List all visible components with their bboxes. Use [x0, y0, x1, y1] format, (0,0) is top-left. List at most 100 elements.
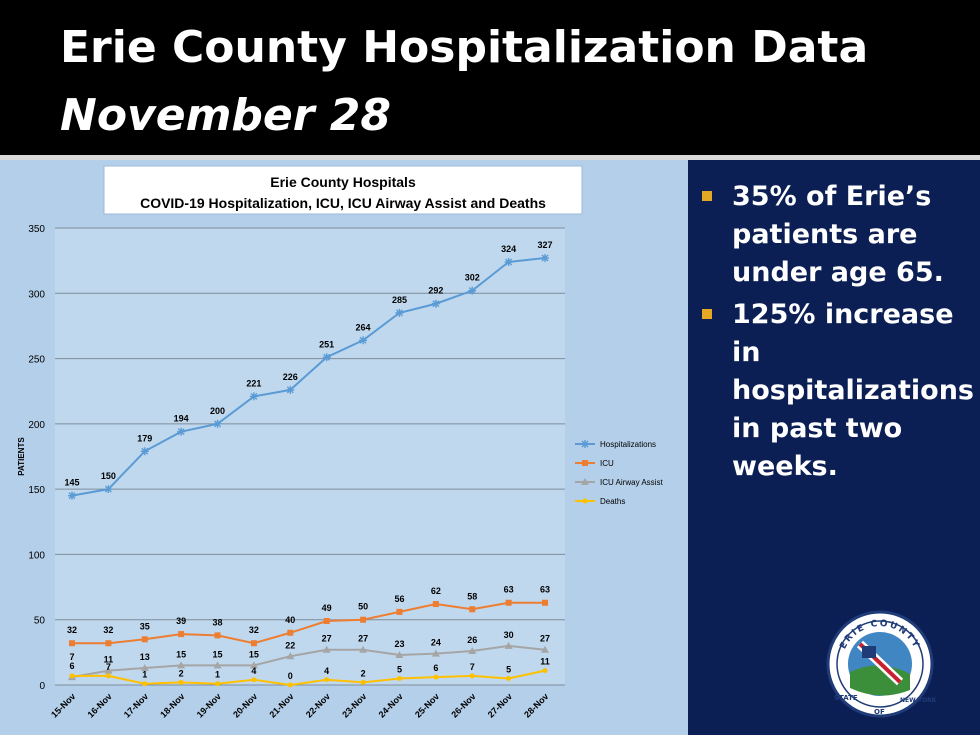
data-label: 11: [104, 655, 114, 665]
data-point: [360, 616, 367, 623]
data-point: [431, 649, 440, 657]
data-point: [359, 645, 368, 653]
y-tick-label: 350: [28, 224, 45, 235]
data-point: [581, 440, 589, 448]
data-label: 63: [504, 585, 514, 595]
legend-entry: Deaths: [600, 497, 625, 506]
data-label: 1: [215, 670, 220, 680]
data-point: [432, 601, 439, 608]
data-label: 0: [288, 671, 293, 681]
data-point: [396, 675, 402, 681]
data-label: 22: [285, 640, 295, 650]
data-point: [395, 308, 404, 317]
data-label: 194: [174, 414, 189, 424]
series-line: [71, 257, 546, 497]
data-point: [140, 664, 149, 672]
data-point: [541, 645, 549, 653]
data-point: [286, 385, 295, 394]
data-label: 23: [394, 639, 404, 649]
data-point: [250, 640, 257, 647]
data-label: 32: [103, 625, 113, 635]
data-label: 200: [210, 406, 225, 416]
bullet-list: 35% of Erie’s patients are under age 65.…: [700, 178, 974, 490]
data-point: [141, 636, 148, 643]
seal-bottom-text: OF: [874, 708, 885, 716]
data-label: 221: [246, 378, 261, 388]
data-point: [105, 640, 112, 647]
data-label: 39: [176, 616, 186, 626]
data-point: [504, 641, 513, 649]
data-point: [322, 353, 331, 362]
data-label: 49: [322, 603, 332, 613]
y-tick-label: 300: [28, 289, 45, 300]
data-label: 11: [540, 657, 550, 667]
data-label: 27: [358, 634, 368, 644]
x-tick-label: 28-Nov: [522, 691, 550, 719]
data-label: 2: [179, 668, 184, 678]
data-point: [504, 257, 513, 266]
x-tick-label: 21-Nov: [267, 691, 295, 719]
x-tick-label: 24-Nov: [377, 691, 405, 719]
data-label: 56: [394, 594, 404, 604]
data-label: 5: [506, 664, 511, 674]
data-label: 7: [69, 652, 74, 662]
seal-left-text: STATE: [834, 694, 858, 702]
data-point: [251, 677, 257, 683]
data-label: 15: [176, 649, 186, 659]
data-label: 4: [251, 666, 256, 676]
data-label: 32: [249, 625, 259, 635]
x-tick-label: 27-Nov: [486, 691, 514, 719]
data-label: 2: [361, 668, 366, 678]
data-point: [359, 336, 368, 345]
data-label: 15: [213, 649, 223, 659]
county-seal-icon: ERIE COUNTY STATE OF NEW YORK: [826, 610, 937, 718]
legend-entry: Hospitalizations: [600, 440, 656, 449]
data-point: [286, 652, 295, 660]
data-point: [469, 673, 475, 679]
data-label: 26: [467, 635, 477, 645]
x-tick-label: 16-Nov: [86, 691, 114, 719]
data-label: 7: [106, 662, 111, 672]
data-label: 1: [142, 670, 147, 680]
bullet-square-icon: [702, 191, 712, 201]
data-label: 327: [537, 240, 552, 250]
x-tick-label: 18-Nov: [158, 691, 186, 719]
data-label: 145: [64, 478, 79, 488]
data-label: 35: [140, 621, 150, 631]
chart-title: Erie County Hospitals: [270, 174, 416, 190]
data-point: [323, 618, 330, 625]
data-label: 7: [470, 662, 475, 672]
data-point: [582, 498, 588, 504]
chart-panel: Erie County Hospitals COVID-19 Hospitaliz…: [0, 160, 688, 735]
slide-date: November 28: [60, 90, 392, 141]
data-point: [505, 599, 512, 606]
data-label: 58: [467, 591, 477, 601]
data-point: [582, 460, 588, 466]
data-label: 285: [392, 295, 407, 305]
data-point: [287, 682, 293, 688]
data-label: 40: [285, 615, 295, 625]
data-label: 27: [322, 634, 332, 644]
data-point: [142, 681, 148, 687]
data-label: 292: [428, 286, 443, 296]
data-point: [468, 286, 477, 295]
data-point: [177, 661, 186, 669]
data-label: 15: [249, 649, 259, 659]
bullet-item: 35% of Erie’s patients are under age 65.: [700, 178, 972, 292]
data-point: [177, 427, 186, 436]
data-label: 30: [504, 630, 514, 640]
data-point: [360, 679, 366, 685]
y-tick-label: 150: [28, 485, 45, 496]
plot-area: [55, 228, 565, 685]
data-point: [433, 674, 439, 680]
x-tick-label: 20-Nov: [231, 691, 259, 719]
bullet-square-icon: [702, 309, 712, 319]
slide-title: Erie County Hospitalization Data: [60, 22, 869, 73]
bullet-text: 125% increase in hospitalizations in pas…: [732, 299, 974, 482]
data-point: [542, 668, 548, 674]
series-line: [72, 669, 546, 687]
x-tick-label: 26-Nov: [449, 691, 477, 719]
data-label: 38: [213, 617, 223, 627]
series-line: [71, 644, 546, 679]
x-tick-label: 25-Nov: [413, 691, 441, 719]
